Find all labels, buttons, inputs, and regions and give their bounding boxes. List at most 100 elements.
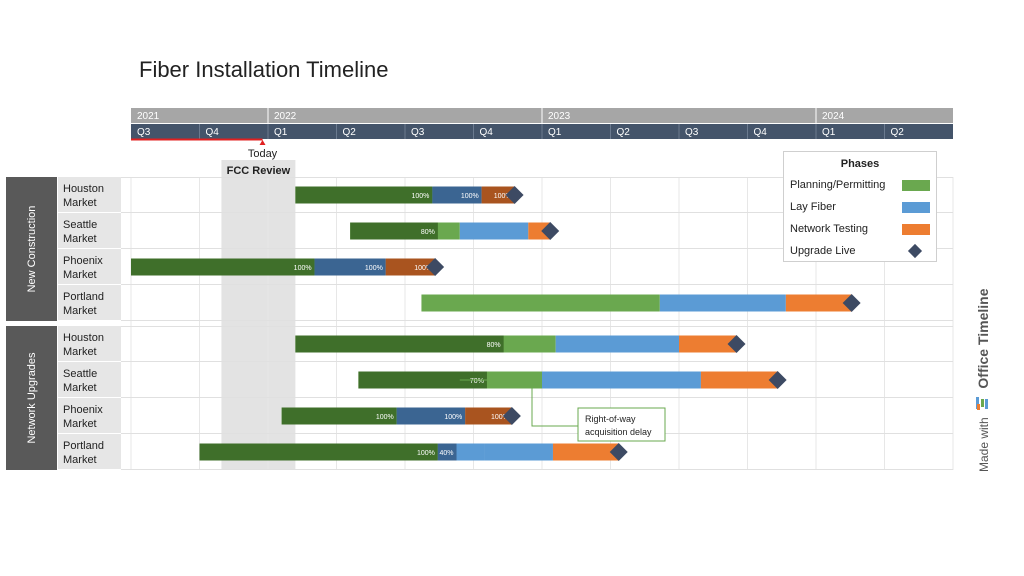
milestone-diamond	[727, 335, 746, 353]
year-label-2021: 2021	[137, 111, 160, 122]
legend-label-fiber: Lay Fiber	[790, 201, 836, 213]
row-label-name: Phoenix	[63, 255, 103, 267]
bar-fiber-progress	[314, 258, 386, 276]
bar-planning-progress	[199, 443, 438, 461]
row-label-sub: Market	[63, 197, 97, 209]
milestone-diamond	[505, 186, 524, 204]
bar-testing	[528, 222, 551, 240]
row-label-cell	[58, 285, 121, 320]
quarter-label: Q2	[343, 127, 357, 138]
bar-testing-progress	[385, 258, 436, 276]
bar-progress-label: 100%	[417, 450, 435, 457]
legend-label-testing: Network Testing	[790, 223, 869, 235]
quarter-label: Q1	[548, 127, 562, 138]
quarter-label: Q1	[274, 127, 288, 138]
row-label-name: Houston	[63, 183, 104, 195]
bar-planning-progress	[131, 258, 315, 276]
bar-progress-label: 100%	[444, 414, 462, 421]
bar-testing-progress	[481, 186, 515, 204]
today-marker-icon	[259, 140, 266, 145]
quarter-label: Q4	[206, 127, 220, 138]
row-label-name: Portland	[63, 440, 104, 452]
quarter-label: Q4	[480, 127, 494, 138]
row-label-sub: Market	[63, 454, 97, 466]
bar-progress-label: 100%	[411, 193, 429, 200]
page-title: Fiber Installation Timeline	[139, 57, 389, 82]
milestone-diamond	[541, 222, 560, 240]
quarter-label: Q3	[411, 127, 425, 138]
bar-progress-label: 100%	[414, 265, 432, 272]
bar-testing	[679, 335, 737, 353]
row-label-cell	[58, 434, 121, 469]
bar-testing	[785, 294, 852, 312]
group-label-block	[6, 177, 57, 321]
bar-progress-label: 100%	[365, 265, 383, 272]
bar-fiber	[542, 371, 701, 389]
legend-swatch-testing	[902, 224, 930, 235]
legend-swatch-planning	[902, 180, 930, 191]
year-label-2024: 2024	[822, 111, 845, 122]
row-label-name: Seattle	[63, 368, 97, 380]
office-timeline-logo-icon	[976, 396, 993, 410]
group-label-block	[6, 326, 57, 470]
bar-progress-label: 70%	[470, 378, 484, 385]
row-label-cell	[58, 362, 121, 397]
bar-planning-progress	[295, 335, 504, 353]
bar-planning-progress	[358, 371, 487, 389]
bar-progress-label: 100%	[491, 414, 509, 421]
legend-label-upgrade-live: Upgrade Live	[790, 245, 856, 257]
bar-fiber-progress	[396, 407, 466, 425]
row-label-name: Houston	[63, 332, 104, 344]
milestone-diamond	[426, 258, 445, 276]
bar-fiber	[459, 222, 529, 240]
row-label-sub: Market	[63, 269, 97, 281]
made-with-brand: Office Timeline	[975, 288, 991, 389]
bar-planning-progress	[350, 222, 438, 240]
annotation-leader-line	[459, 379, 578, 427]
bar-testing	[552, 443, 619, 461]
year-label-2023: 2023	[548, 111, 571, 122]
row-label-name: Phoenix	[63, 404, 103, 416]
annotation-line2: acquisition delay	[585, 427, 652, 437]
bar-progress-label: 100%	[376, 414, 394, 421]
bar-fiber	[555, 335, 679, 353]
row-label-sub: Market	[63, 233, 97, 245]
row-label-sub: Market	[63, 382, 97, 394]
bar-planning-progress	[281, 407, 397, 425]
row-label-cell	[58, 398, 121, 433]
bar-progress-label: 40%	[439, 450, 453, 457]
bar-fiber	[659, 294, 786, 312]
quarter-label: Q3	[685, 127, 699, 138]
year-label-2022: 2022	[274, 111, 297, 122]
quarter-label: Q4	[754, 127, 768, 138]
bar-fiber	[484, 443, 553, 461]
row-label-name: Portland	[63, 291, 104, 303]
bar-progress-label: 80%	[487, 342, 501, 349]
bar-progress-label: 100%	[494, 193, 512, 200]
bar-planning-progress	[295, 186, 433, 204]
legend-label-planning: Planning/Permitting	[790, 179, 886, 191]
today-label: Today	[248, 148, 278, 160]
quarter-label: Q2	[617, 127, 631, 138]
row-label-sub: Market	[63, 418, 97, 430]
quarter-label: Q3	[137, 127, 151, 138]
bar-fiber-progress	[437, 443, 457, 461]
fcc-review-label: FCC Review	[227, 165, 291, 177]
annotation-line1: Right-of-way	[585, 414, 636, 424]
legend-diamond-icon	[907, 243, 923, 259]
bar-fiber-progress	[432, 186, 482, 204]
milestone-diamond	[502, 407, 521, 425]
milestone-diamond	[609, 443, 628, 461]
milestone-diamond	[768, 371, 787, 389]
legend-title: Phases	[840, 158, 880, 170]
bar-planning	[421, 294, 660, 312]
row-label-sub: Market	[63, 305, 97, 317]
annotation-box	[577, 407, 666, 442]
quarter-label: Q2	[891, 127, 905, 138]
row-label-cell	[58, 213, 121, 248]
made-with-watermark: Made with Office Timeline	[975, 289, 993, 473]
bar-testing-progress	[465, 407, 512, 425]
bar-progress-label: 100%	[294, 265, 312, 272]
legend: Phases Planning/Permitting Lay Fiber Net…	[783, 151, 937, 262]
